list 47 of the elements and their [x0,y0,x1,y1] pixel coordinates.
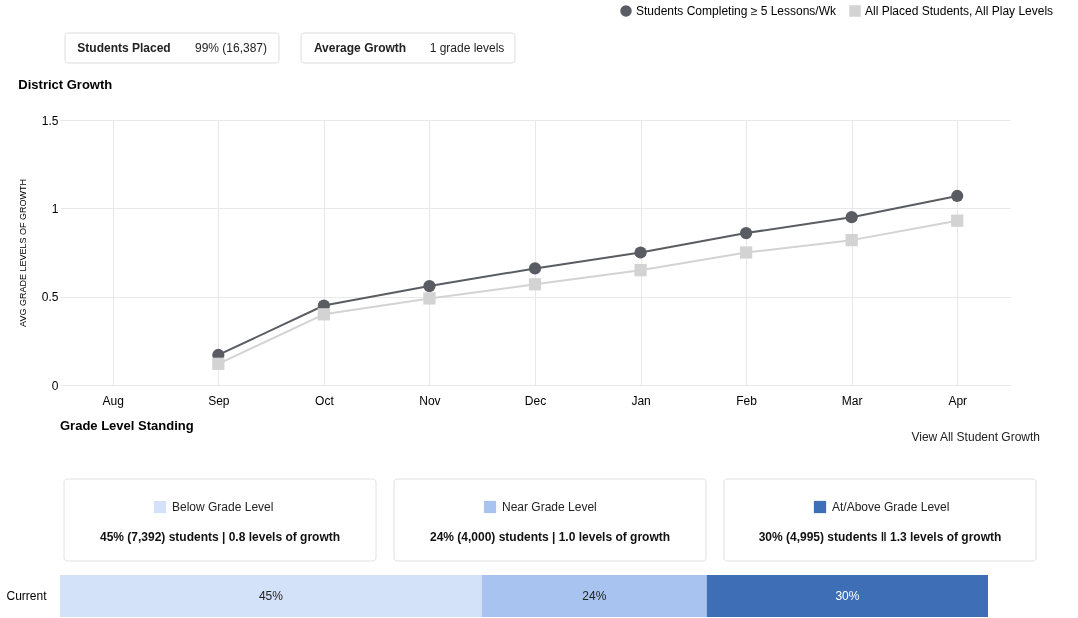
y-tick-label: 0 [51,378,59,393]
point [528,262,542,275]
y-tick-label: 1.5 [41,113,59,128]
text: 24% (4,000) students | 1.0 levels of growth [429,530,671,544]
text: 1 grade levels [429,41,505,55]
x-tick-label: Dec [524,393,547,408]
data-label: 45% [258,589,284,603]
x-tick-label: Mar [841,393,863,408]
x-tick-label: Apr [948,393,968,408]
y-tick-label: 1 [51,201,59,216]
x-tick-label: Nov [419,393,441,408]
point [212,357,225,370]
point [951,189,964,203]
text: Students Placed [77,41,171,55]
point [739,246,753,259]
legend-label: All Placed Students, All Play Levels [865,4,1054,18]
y-tick-label: Current [6,589,48,603]
x-tick-label: Oct [315,393,335,408]
chart-title: District Growth [18,77,113,92]
y-axis-title: AVG GRADE LEVELS OF GROWTH [17,179,28,327]
x-tick-label: Sep [208,393,230,408]
chart-title: Grade Level Standing [60,418,194,433]
text: View All Student Growth [911,430,1040,444]
legend-label: Students Completing ≥ 5 Lessons/Wk [636,4,838,18]
point [423,292,436,305]
point [739,226,753,240]
point [634,246,647,259]
legend-label: Near Grade Level [502,500,597,514]
x-tick-label: Jan [631,393,651,408]
y-tick-label: 0.5 [41,290,59,305]
point [634,264,647,277]
text: 30% (4,995) students ‖ 1.3 levels of growth [758,530,1002,544]
data-label: 24% [582,589,607,603]
text: 45% (7,392) students | 0.8 levels of growth [99,530,341,544]
point [951,214,964,227]
point [845,211,858,224]
point [423,279,436,293]
point [317,308,331,321]
point [845,234,858,247]
legend-label: Below Grade Level [172,500,274,514]
text: Average Growth [313,41,407,55]
x-tick-label: Feb [736,393,758,408]
text: 99% (16,387) [194,41,268,55]
x-tick-label: Aug [102,393,124,408]
data-label: 30% [835,589,860,603]
legend-label: At/Above Grade Level [832,500,950,514]
point [528,278,542,291]
